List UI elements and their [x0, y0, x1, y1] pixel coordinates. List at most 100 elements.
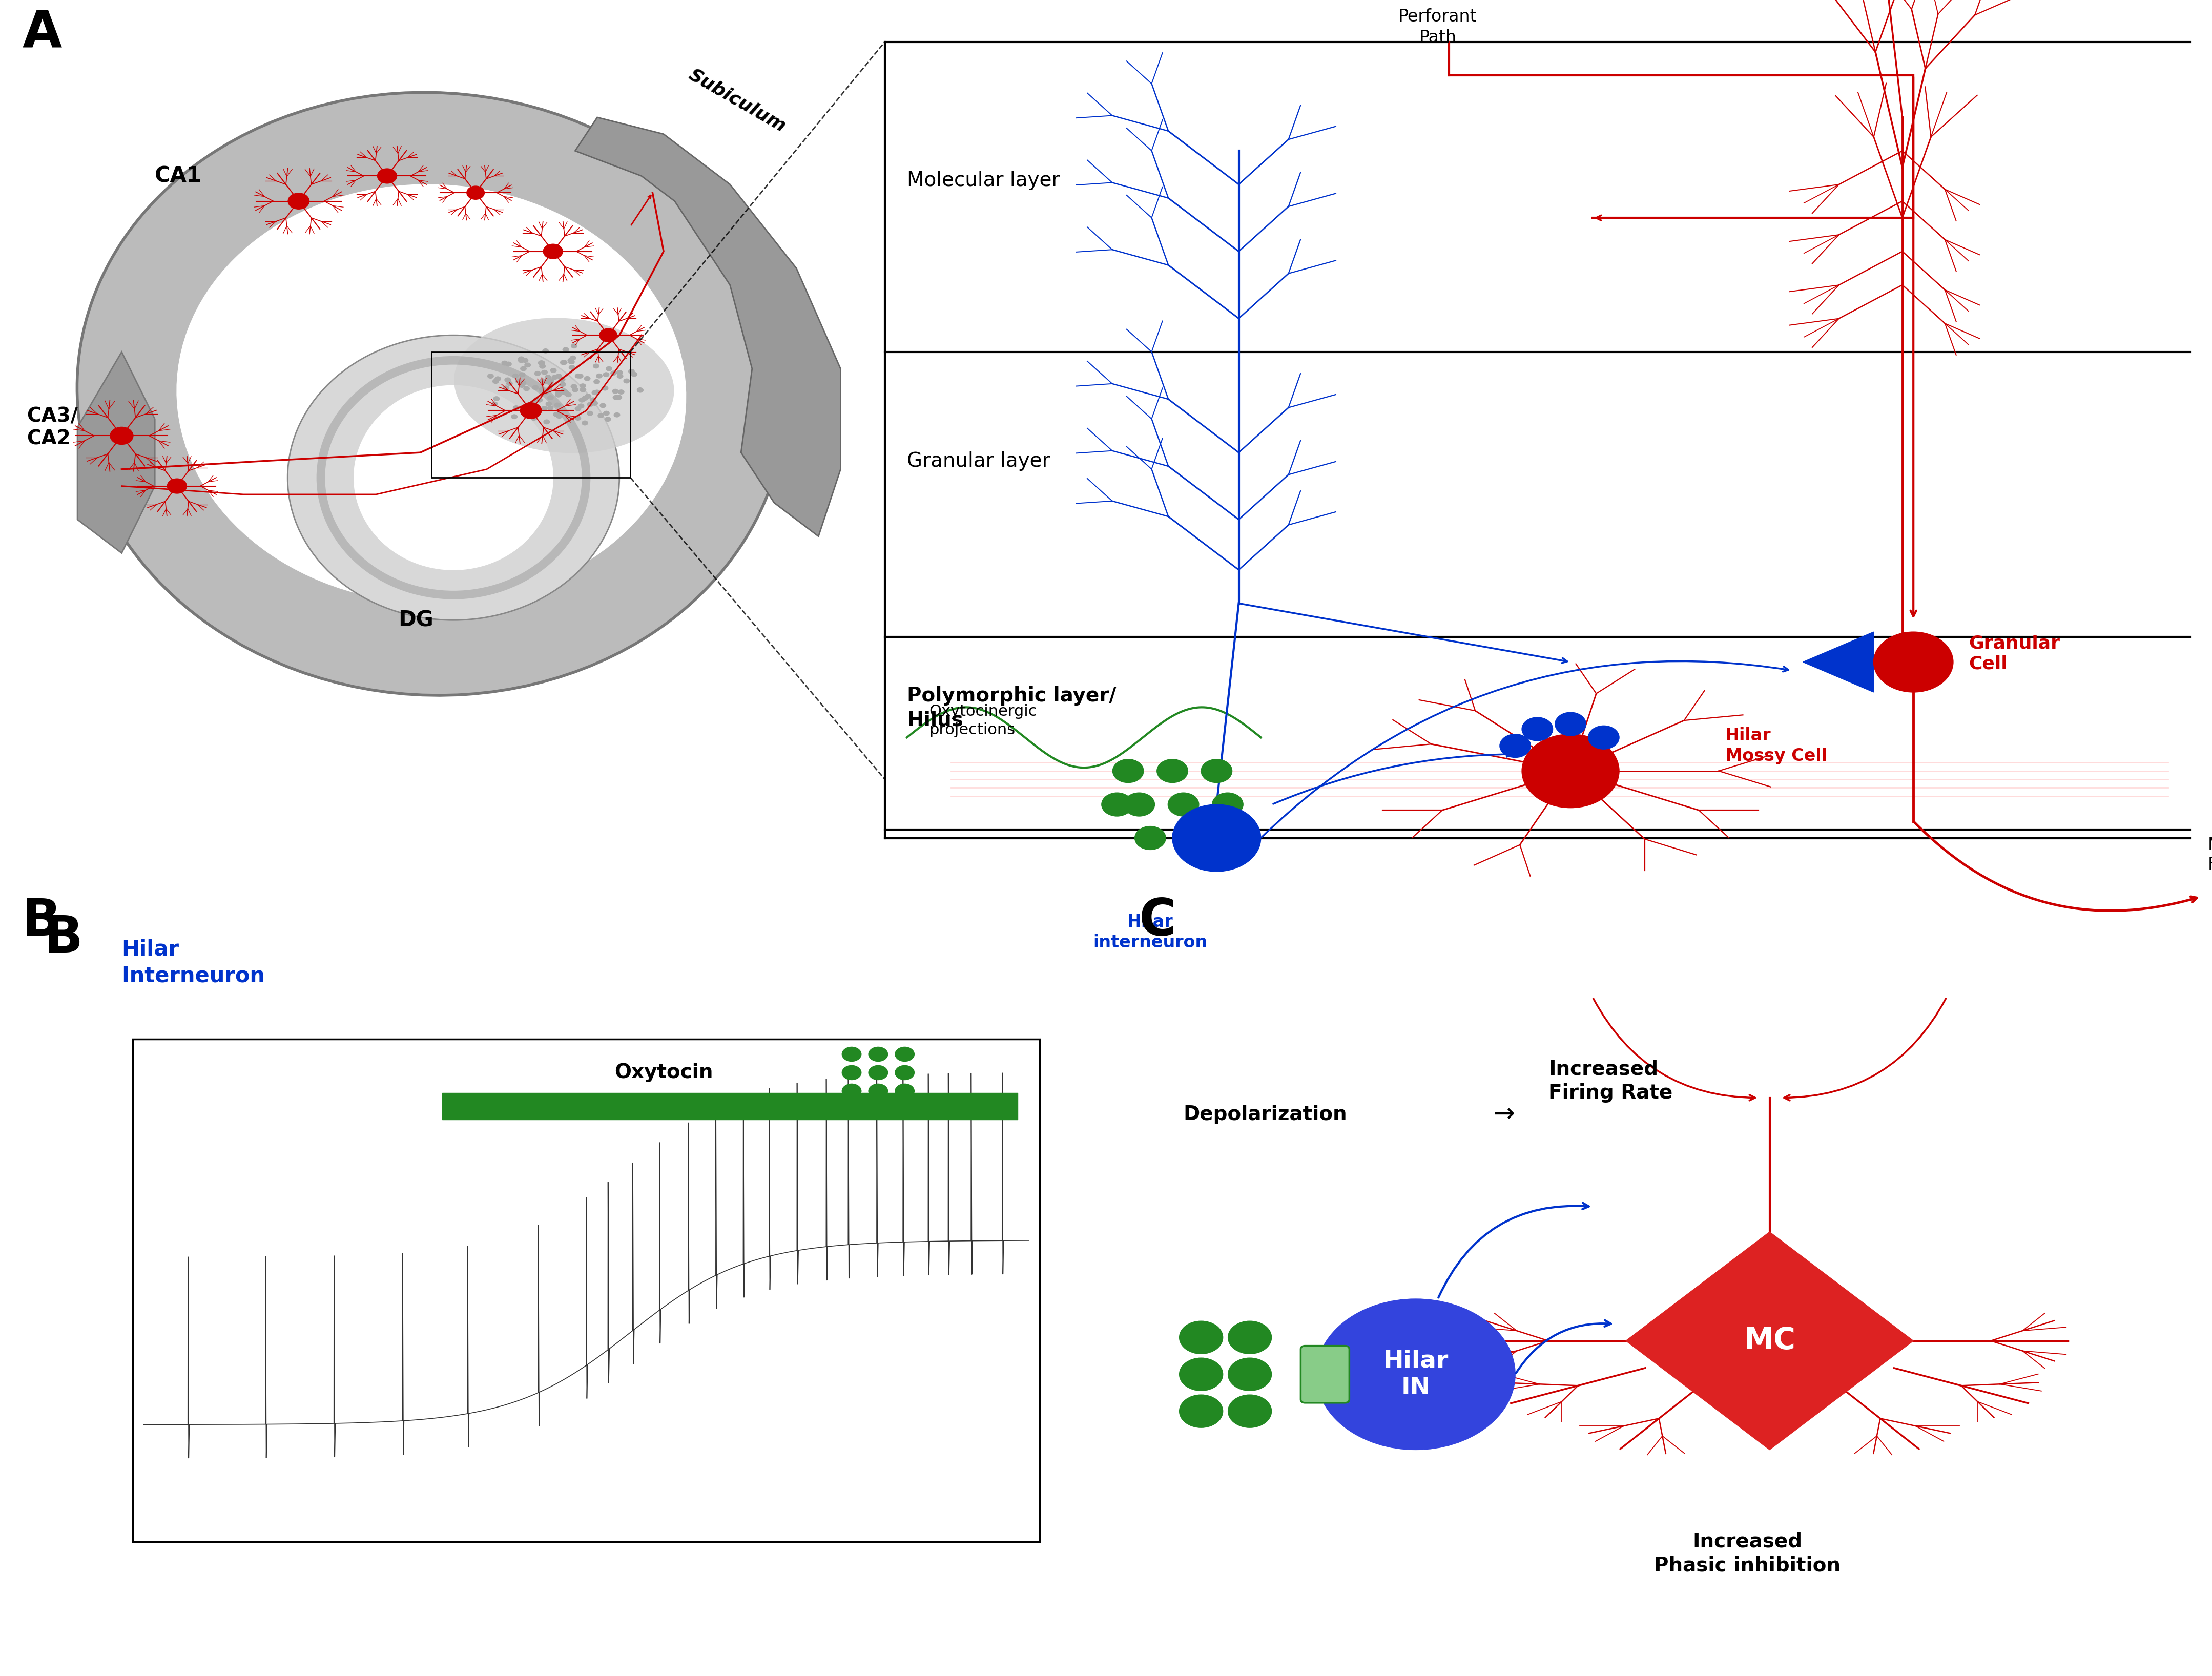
Polygon shape: [77, 352, 155, 553]
Circle shape: [1201, 759, 1232, 783]
Circle shape: [1228, 1321, 1272, 1354]
Circle shape: [553, 412, 560, 417]
Circle shape: [542, 406, 549, 411]
Circle shape: [520, 365, 526, 370]
Circle shape: [168, 479, 186, 493]
Circle shape: [520, 372, 526, 377]
Circle shape: [553, 402, 560, 407]
Circle shape: [560, 377, 566, 382]
Circle shape: [487, 374, 493, 379]
Circle shape: [586, 402, 593, 407]
Text: B: B: [22, 897, 62, 947]
Circle shape: [593, 379, 599, 384]
Text: Granular layer: Granular layer: [907, 451, 1051, 471]
Circle shape: [591, 401, 597, 406]
Circle shape: [597, 412, 604, 417]
Ellipse shape: [177, 184, 686, 603]
Bar: [431, 352, 630, 478]
Circle shape: [513, 406, 520, 411]
Circle shape: [617, 389, 624, 394]
Polygon shape: [1626, 1232, 1913, 1450]
Text: Oxytocinergic
projections: Oxytocinergic projections: [929, 704, 1037, 737]
Circle shape: [522, 357, 529, 362]
Circle shape: [894, 1046, 916, 1063]
Text: Granular
Cell: Granular Cell: [1969, 635, 2059, 672]
Circle shape: [582, 396, 588, 401]
Circle shape: [542, 349, 549, 354]
Bar: [133, 1039, 1040, 1542]
Circle shape: [542, 391, 549, 396]
Text: CA3/
CA2: CA3/ CA2: [27, 406, 77, 449]
Polygon shape: [575, 117, 841, 536]
Circle shape: [511, 414, 518, 419]
Circle shape: [1124, 793, 1155, 816]
Circle shape: [1522, 734, 1619, 808]
Circle shape: [540, 364, 546, 369]
Circle shape: [1102, 793, 1133, 816]
Text: A: A: [22, 8, 62, 59]
Circle shape: [613, 396, 619, 401]
Circle shape: [560, 360, 566, 365]
Circle shape: [544, 245, 562, 258]
Circle shape: [546, 396, 553, 401]
Circle shape: [604, 411, 611, 416]
Text: Hilar
IN: Hilar IN: [1382, 1349, 1449, 1399]
Circle shape: [542, 379, 549, 384]
Circle shape: [611, 370, 617, 375]
Circle shape: [520, 380, 526, 385]
Circle shape: [560, 389, 566, 394]
Circle shape: [571, 384, 577, 389]
Circle shape: [1500, 734, 1531, 758]
Circle shape: [564, 392, 571, 397]
Circle shape: [524, 362, 531, 367]
Circle shape: [493, 379, 500, 384]
Circle shape: [894, 1084, 916, 1099]
Text: Mossy
Fiber: Mossy Fiber: [2208, 836, 2212, 873]
Circle shape: [617, 374, 624, 379]
Circle shape: [524, 385, 531, 391]
Circle shape: [1316, 1299, 1515, 1450]
Circle shape: [531, 416, 538, 421]
Circle shape: [551, 375, 557, 380]
Circle shape: [533, 385, 540, 391]
Circle shape: [584, 375, 591, 380]
Circle shape: [502, 385, 509, 391]
Circle shape: [593, 389, 599, 394]
Circle shape: [591, 397, 597, 402]
Text: B: B: [44, 913, 84, 964]
Circle shape: [577, 404, 584, 409]
Ellipse shape: [77, 92, 785, 696]
Circle shape: [533, 397, 540, 402]
Circle shape: [841, 1084, 863, 1099]
Circle shape: [575, 416, 582, 421]
Text: Subiculum: Subiculum: [686, 65, 790, 136]
Circle shape: [555, 391, 562, 396]
Circle shape: [624, 379, 630, 384]
Circle shape: [542, 370, 549, 375]
Circle shape: [867, 1084, 889, 1099]
Circle shape: [586, 411, 593, 416]
Circle shape: [841, 1066, 863, 1081]
Circle shape: [575, 374, 582, 379]
Circle shape: [575, 406, 582, 411]
Circle shape: [562, 360, 568, 365]
Circle shape: [593, 364, 599, 369]
Circle shape: [577, 374, 584, 379]
Circle shape: [595, 374, 602, 379]
Circle shape: [540, 379, 546, 384]
Circle shape: [551, 369, 557, 374]
Text: DG: DG: [398, 610, 434, 630]
Circle shape: [867, 1066, 889, 1081]
Circle shape: [867, 1046, 889, 1063]
Circle shape: [535, 370, 542, 375]
Circle shape: [1555, 712, 1586, 736]
Text: →: →: [1493, 1103, 1515, 1126]
Circle shape: [615, 396, 622, 401]
Circle shape: [1135, 826, 1166, 850]
Polygon shape: [1803, 632, 1874, 692]
Circle shape: [604, 417, 611, 422]
Circle shape: [571, 355, 577, 360]
Circle shape: [591, 391, 597, 396]
Circle shape: [602, 385, 608, 391]
Text: CA1: CA1: [155, 166, 201, 186]
